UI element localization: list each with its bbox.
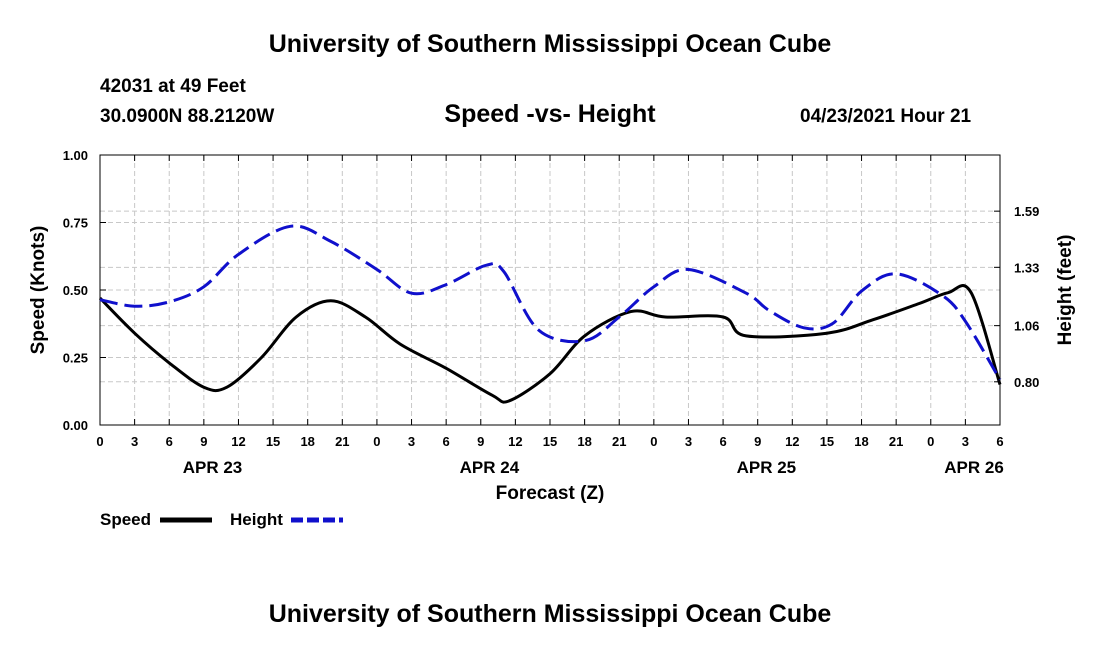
y-axis-label: Speed (Knots) [28,226,49,355]
legend-speed-label: Speed [100,510,151,529]
x-tick-label: 18 [577,434,591,449]
x-tick-label: 21 [889,434,903,449]
x-tick-label: 6 [166,434,173,449]
x-tick-label: 9 [477,434,484,449]
x-tick-label: 18 [300,434,314,449]
x-tick-label: 15 [266,434,280,449]
coordinates-label: 30.0900N 88.2120W [100,106,275,127]
x-tick-label: 12 [508,434,522,449]
forecast-date: 04/23/2021 Hour 21 [800,106,972,127]
x-tick-label: 15 [820,434,834,449]
footer-title: University of Southern Mississippi Ocean… [268,600,832,628]
x-tick-label: 3 [685,434,692,449]
x-tick-label: 6 [443,434,450,449]
x-tick-label: 9 [754,434,761,449]
x-tick-label: 0 [650,434,657,449]
x-tick-label: 0 [96,434,103,449]
y-tick-label: 0.25 [63,351,88,366]
x-tick-label: 21 [612,434,626,449]
chart-title: University of Southern Mississippi Ocean… [268,30,832,58]
x-tick-label: 18 [854,434,868,449]
x-tick-label: 0 [373,434,380,449]
x-tick-label: 3 [962,434,969,449]
axis-ticks: 0 3 6 9 12 15 18 21 0 3 6 9 12 15 18 21 0 3 6 9 12 15 18 21 0 3 6 0… [63,148,1040,477]
day-label: APR 26 [944,458,1004,477]
y2-tick-label: 1.59 [1014,204,1039,219]
series-line-speed [98,284,1002,404]
x-axis-label: Forecast (Z) [496,483,605,504]
legend-height-label: Height [230,510,283,529]
y-tick-label: 0.50 [63,283,88,298]
x-tick-label: 3 [408,434,415,449]
x-tick-label: 9 [200,434,207,449]
day-label: APR 24 [460,458,520,477]
y-tick-label: 0.75 [63,216,88,231]
x-tick-label: 12 [231,434,245,449]
x-tick-label: 12 [785,434,799,449]
y-tick-label: 1.00 [63,148,88,163]
y-tick-label: 0.00 [63,418,88,433]
y2-tick-label: 1.06 [1014,319,1039,334]
chart-subtitle: Speed -vs- Height [444,100,656,128]
station-label: 42031 at 49 Feet [100,76,246,97]
x-tick-label: 15 [543,434,557,449]
y2-tick-label: 1.33 [1014,260,1039,275]
day-label: APR 23 [183,458,243,477]
x-tick-label: 3 [131,434,138,449]
y2-tick-label: 0.80 [1014,375,1039,390]
legend: Speed Height [100,510,343,529]
series-line-height [99,224,1002,381]
x-tick-label: 21 [335,434,349,449]
day-label: APR 25 [737,458,797,477]
x-tick-label: 0 [927,434,934,449]
x-tick-label: 6 [719,434,726,449]
series-lines [98,224,1002,404]
x-tick-label: 6 [996,434,1003,449]
y2-axis-label: Height (feet) [1055,235,1076,346]
